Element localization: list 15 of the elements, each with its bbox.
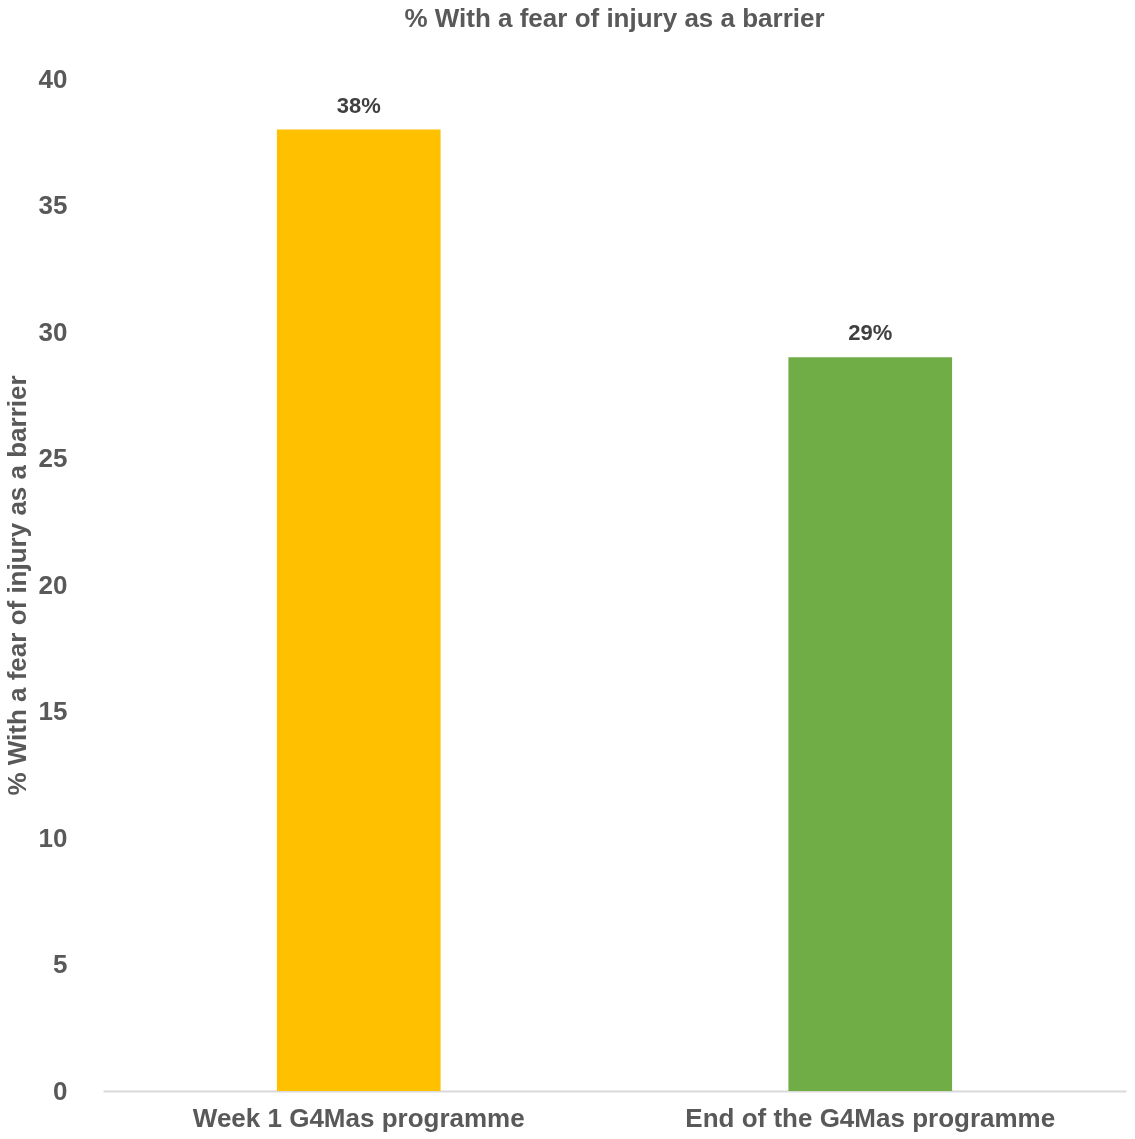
data-label: 38% [336, 92, 381, 118]
x-tick-label: End of the G4Mas programme [685, 1102, 1056, 1133]
x-tick-label: Week 1 G4Mas programme [192, 1102, 525, 1133]
y-tick-label: 35 [38, 190, 68, 220]
y-tick-label: 0 [53, 1075, 68, 1106]
data-label: 29% [848, 320, 893, 346]
y-tick-label: 20 [38, 569, 68, 600]
chart-title: % With a fear of injury as a barrier [404, 3, 825, 33]
y-tick-label: 25 [38, 443, 68, 473]
y-axis-title: % With a fear of injury as a barrier [1, 375, 32, 796]
y-tick-label: 10 [38, 822, 68, 853]
y-tick-label: 5 [53, 949, 68, 979]
y-tick-label: 15 [38, 696, 68, 726]
y-tick-label: 30 [38, 316, 68, 347]
y-tick-label: 40 [38, 63, 68, 94]
